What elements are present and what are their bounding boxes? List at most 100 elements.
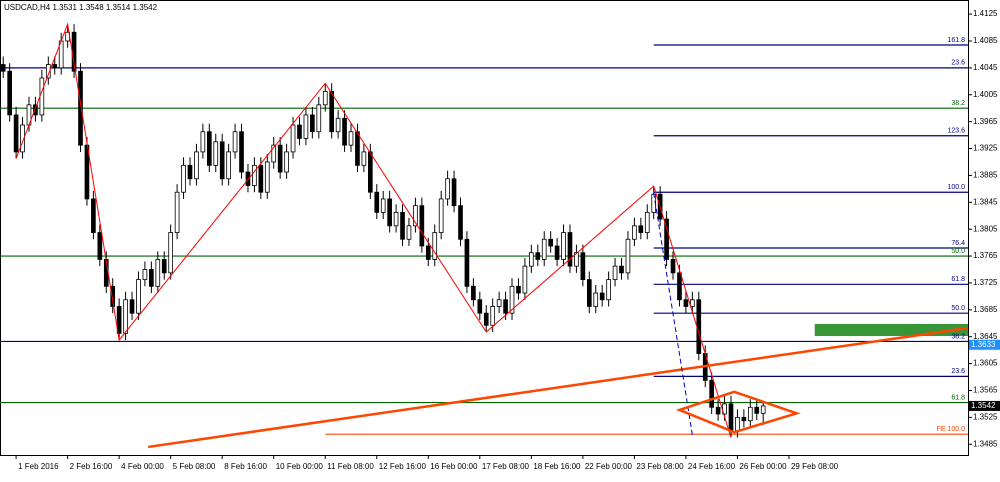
candle-body [78,70,83,146]
candle-body [400,211,405,240]
chart-header: USDCAD,H4 1.3531 1.3548 1.3514 1.3542 [4,3,158,12]
x-tick-label: 4 Feb 00:00 [121,462,164,471]
candle-body [541,238,547,260]
y-tick-label: 1.4045 [973,63,998,72]
candle-body [619,265,624,274]
candle-body [728,403,734,432]
y-tick-label: 1.3525 [973,412,998,421]
candle-body [20,124,25,153]
candle-body [690,299,695,307]
candle-body [329,91,335,133]
low-value: 1.3514 [106,3,131,12]
candle-body [91,198,96,233]
level-label: 23.6 [951,368,965,375]
y-tick-label: 1.3805 [973,224,998,233]
candle-body [181,164,186,193]
price-tag: 1.3633 [971,340,996,349]
candle-body [567,232,573,267]
candle-body [284,151,289,173]
candle-body [13,114,19,153]
candle-body [277,144,283,173]
candle-body [155,259,161,287]
y-tick-label: 1.3605 [973,359,998,368]
candle-body [735,416,740,432]
candle-body [561,232,566,260]
candle-body [509,285,515,314]
y-tick-label: 1.4005 [973,90,998,99]
plot-area [0,22,969,449]
candle-body [290,124,296,153]
candle-body [406,225,412,240]
x-tick-label: 29 Feb 08:00 [791,462,839,471]
candle-body [129,299,135,314]
candle-body [310,114,315,133]
level-label: 38.2 [951,333,965,340]
candle-body [45,64,51,79]
level-label: 50.0 [951,248,965,255]
candle-body [696,299,702,354]
y-tick-label: 1.3845 [973,197,998,206]
candle-body [194,151,199,180]
y-tick-label: 1.3485 [973,439,998,448]
candle-body [123,299,128,334]
candle-body [39,77,45,116]
candle-body [232,131,238,153]
candle-body [7,70,12,116]
candle-body [380,198,386,213]
candle-body [393,211,399,227]
x-tick-label: 26 Feb 00:00 [739,462,787,471]
candle-body [149,269,154,287]
x-tick-label: 11 Feb 08:00 [327,462,374,471]
candle-body [670,259,676,274]
y-tick-label: 1.4085 [973,36,998,45]
candle-body [116,306,122,334]
candle-body [187,164,193,180]
y-tick-label: 1.4125 [973,9,998,18]
x-tick-label: 2 Feb 16:00 [70,462,113,471]
candle-body [0,64,6,72]
candle-body [258,164,264,193]
level-label: 38.2 [951,100,965,107]
candle-body [355,131,360,166]
candle-body [226,151,231,180]
candle-body [496,299,502,307]
level-label: 61.8 [951,394,965,401]
candle-body [599,292,605,301]
candle-body [522,265,528,294]
candle-body [374,191,380,213]
candle-body [638,225,644,233]
candle-body [97,232,103,260]
level-label: 76.4 [951,240,965,247]
candle-body [715,406,721,415]
candle-body [387,198,392,227]
candle-body [419,205,425,247]
candle-body [632,225,637,240]
candle-body [548,238,553,247]
candle-body [239,131,244,173]
candle-body [644,211,650,233]
level-label: 161.8 [947,37,965,44]
close-value: 1.3542 [133,3,158,12]
x-tick-label: 5 Feb 08:00 [173,462,216,471]
zigzag-line [15,22,732,438]
candle-body [200,131,206,153]
candle-body [554,245,560,260]
x-tick-label: 1 Feb 2016 [18,462,59,471]
candle-body [458,205,463,240]
candle-body [136,279,141,314]
candle-body [264,161,270,193]
level-label: 123.6 [947,128,965,135]
y-tick-label: 1.3885 [973,171,998,180]
candle-body [709,379,715,408]
candle-body [168,232,174,274]
candle-body [529,252,534,267]
candle-body [741,416,747,422]
level-label: FE 100.0 [937,426,966,433]
x-tick-label: 17 Feb 08:00 [482,462,530,471]
candle-body [367,151,373,193]
candle-body [438,198,444,233]
x-tick-label: 24 Feb 16:00 [688,462,736,471]
candle-body [606,279,611,301]
candle-body [52,64,58,69]
candle-body [535,252,541,260]
